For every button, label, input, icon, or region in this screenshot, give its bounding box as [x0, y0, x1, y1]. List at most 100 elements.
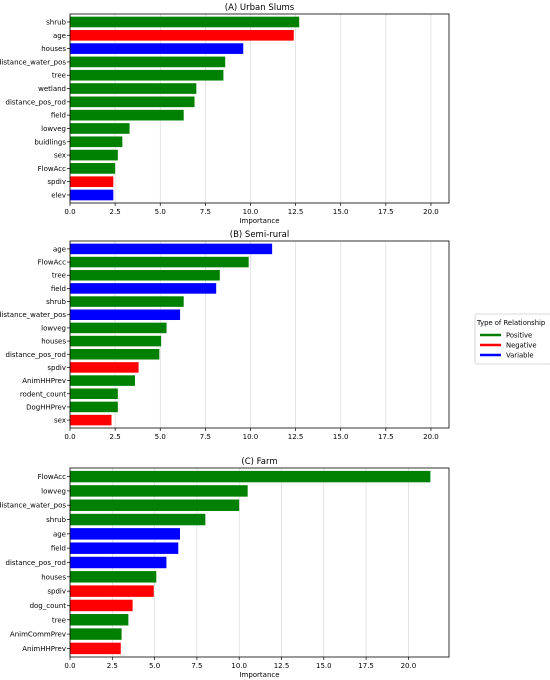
- x-tick-label: 2.5: [110, 208, 121, 216]
- y-tick-label: houses: [41, 573, 66, 581]
- bar-tree: [70, 69, 224, 81]
- y-tick-label: wetland: [38, 85, 66, 93]
- bar-distance-water-pos: [70, 56, 226, 68]
- x-tick-label: 12.5: [288, 208, 304, 216]
- legend-label-positive: Positive: [506, 332, 532, 340]
- axes-frame: [69, 13, 450, 204]
- y-tick-label: shrub: [46, 298, 66, 306]
- x-tick-label: 0.0: [64, 433, 75, 441]
- bar-lowveg: [70, 485, 248, 497]
- bar-spdiv: [70, 176, 114, 188]
- x-tick-label: 5.0: [155, 433, 166, 441]
- bar-field: [70, 109, 184, 121]
- bar-age: [70, 243, 273, 255]
- bar-houses: [70, 335, 162, 347]
- x-tick-label: 10.0: [243, 208, 259, 216]
- x-tick-label: 5.0: [149, 662, 160, 670]
- chart-title: (A) Urban Slums: [225, 3, 295, 13]
- panels: 0.0 2.5 5.0 7.5 10.0 12.5 15.0 17.5 20.0 shrub age…: [0, 3, 450, 679]
- bar-distance-pos-rod: [70, 556, 167, 569]
- bar-sex: [70, 149, 118, 161]
- y-tick-label: distance_water_pos: [0, 58, 66, 66]
- y-tick-label: age: [53, 530, 66, 538]
- x-tick-label: 5.0: [155, 208, 166, 216]
- y-tick-label: DogHHPrev: [26, 403, 66, 411]
- panel-0: 0.0 2.5 5.0 7.5 10.0 12.5 15.0 17.5 20.0 shrub age…: [0, 3, 450, 225]
- x-axis-label: Importance: [239, 671, 279, 679]
- bar-animhhprev: [70, 642, 121, 655]
- y-tick-label: field: [51, 285, 66, 293]
- bar-doghhprev: [70, 401, 118, 413]
- legend-title: Type of Relationship: [476, 319, 545, 327]
- y-tick-label: field: [51, 545, 66, 553]
- y-tick-label: lowveg: [41, 487, 66, 495]
- bar-field: [70, 283, 217, 294]
- x-tick-label: 15.0: [316, 662, 332, 670]
- x-tick-label: 20.0: [423, 433, 439, 441]
- bar-age: [70, 29, 294, 41]
- y-tick-label: distance_pos_rod: [6, 98, 66, 106]
- bar-flowacc: [70, 163, 116, 174]
- bar-distance-pos-rod: [70, 348, 160, 360]
- x-tick-label: 0.0: [64, 662, 75, 670]
- y-tick-label: lowveg: [41, 125, 66, 133]
- x-tick-label: 12.5: [274, 662, 290, 670]
- x-tick-label: 15.0: [333, 433, 349, 441]
- x-tick-label: 17.5: [378, 433, 394, 441]
- chart-title: (C) Farm: [241, 457, 277, 467]
- y-tick-label: shrub: [46, 18, 66, 26]
- legend-frame: [474, 313, 550, 365]
- panel-1: 0.0 2.5 5.0 7.5 10.0 12.5 15.0 17.5 20.0 age FlowA…: [0, 230, 450, 441]
- bar-flowacc: [70, 470, 431, 483]
- y-tick-label: FlowAcc: [38, 165, 66, 173]
- bar-lowveg: [70, 123, 130, 134]
- x-axis-label: Importance: [239, 217, 279, 225]
- bar-shrub: [70, 16, 300, 28]
- y-tick-label: dog_count: [30, 602, 67, 610]
- x-tick-label: 20.0: [401, 662, 417, 670]
- bar-distance-water-pos: [70, 309, 181, 321]
- x-tick-label: 17.5: [378, 208, 394, 216]
- y-tick-label: tree: [52, 272, 66, 280]
- bar-spdiv: [70, 585, 154, 597]
- x-tick-label: 7.5: [191, 662, 202, 670]
- bar-field: [70, 542, 179, 554]
- y-tick-label: distance_water_pos: [0, 311, 66, 319]
- x-tick-label: 2.5: [110, 433, 121, 441]
- bar-flowacc: [70, 256, 249, 268]
- panel-2: 0.0 2.5 5.0 7.5 10.0 12.5 15.0 17.5 20.0 FlowAcc l…: [0, 457, 450, 679]
- y-tick-label: distance_pos_rod: [6, 559, 66, 567]
- legend-label-negative: Negative: [506, 342, 537, 350]
- x-tick-label: 7.5: [200, 433, 211, 441]
- x-tick-label: 10.0: [243, 433, 259, 441]
- y-tick-label: field: [51, 112, 66, 120]
- y-tick-label: AnimCommPrev: [10, 631, 66, 639]
- x-tick-label: 20.0: [423, 208, 439, 216]
- x-tick-label: 15.0: [333, 208, 349, 216]
- bar-distance-pos-rod: [70, 96, 195, 108]
- bar-wetland: [70, 83, 197, 94]
- bar-dog-count: [70, 599, 133, 612]
- legend-label-variable: Variable: [506, 352, 534, 360]
- y-tick-label: spdiv: [47, 588, 66, 596]
- y-tick-label: sex: [54, 417, 66, 425]
- y-tick-label: age: [53, 32, 66, 40]
- y-tick-label: AnimHHPrev: [22, 645, 66, 653]
- y-tick-label: age: [53, 245, 66, 253]
- chart-title: (B) Semi-rural: [230, 230, 289, 240]
- bar-distance-water-pos: [70, 499, 240, 511]
- y-tick-label: AnimHHPrev: [22, 377, 66, 385]
- x-tick-label: 17.5: [358, 662, 374, 670]
- y-tick-label: houses: [41, 338, 66, 346]
- bar-spdiv: [70, 362, 139, 373]
- y-tick-label: houses: [41, 45, 66, 53]
- y-tick-label: buidlings: [34, 138, 66, 146]
- legend: Type of Relationship Positive Negative V…: [474, 313, 550, 365]
- y-tick-label: lowveg: [41, 324, 66, 332]
- bar-shrub: [70, 513, 206, 526]
- bar-elev: [70, 189, 114, 201]
- y-tick-label: rodent_count: [20, 390, 66, 398]
- y-tick-label: spdiv: [47, 364, 66, 372]
- bar-animhhprev: [70, 375, 135, 386]
